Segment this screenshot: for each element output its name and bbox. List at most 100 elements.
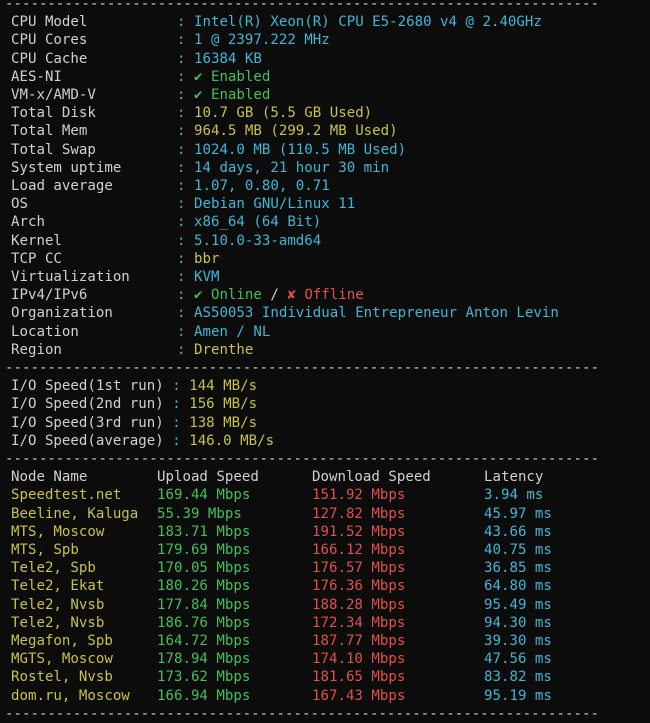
sysinfo-row: VM-x/AMD-V: ✔ Enabled xyxy=(11,86,270,104)
info-value: bbr xyxy=(193,250,220,267)
column-header: Download Speed xyxy=(312,469,431,486)
column-header: Node Name xyxy=(11,469,88,486)
colon: : xyxy=(177,105,194,122)
colon: : xyxy=(177,214,194,231)
sysinfo-row: TCP CC: bbr xyxy=(11,250,219,268)
latency: 47.56 ms xyxy=(484,651,552,668)
upload-speed: 173.62 Mbps xyxy=(157,669,251,686)
colon: : xyxy=(177,87,194,103)
info-value: 5.10.0-33-amd64 xyxy=(193,232,322,249)
download-speed: 188.28 Mbps xyxy=(312,596,406,613)
download-speed: 191.52 Mbps xyxy=(312,523,406,540)
download-speed: 181.65 Mbps xyxy=(312,669,406,686)
download-speed: 176.36 Mbps xyxy=(312,578,406,595)
io-value: 156 MB/s xyxy=(189,396,258,413)
latency: 64.80 ms xyxy=(484,578,552,595)
sysinfo-row: AES-NI: ✔ Enabled xyxy=(11,68,270,86)
info-label: Load average xyxy=(11,178,113,194)
ipv-slash: / xyxy=(261,287,288,304)
io-value: 146.0 MB/s xyxy=(189,432,275,449)
speed-row: Beeline, Kaluga 55.39 Mbps 127.82 Mbps 45.9… xyxy=(11,505,641,523)
info-label: Arch xyxy=(11,214,45,231)
info-value: 964.5 MB (299.2 MB Used) xyxy=(193,123,398,140)
separator-line: ----------------------------------------… xyxy=(5,0,599,12)
speed-row: Tele2, Nvsb 186.76 Mbps 172.34 Mbps 94.30 m… xyxy=(11,614,641,632)
separator-line: ----------------------------------------… xyxy=(5,451,599,467)
upload-speed: 169.44 Mbps xyxy=(157,487,251,504)
colon: : xyxy=(172,396,190,413)
info-value: KVM xyxy=(193,269,220,285)
node-name: Tele2, Ekat xyxy=(11,578,105,595)
upload-speed: 180.26 Mbps xyxy=(157,578,251,595)
io-speed-row: I/O Speed(3rd run) : 138 MB/s xyxy=(11,414,257,432)
colon: : xyxy=(177,250,194,267)
io-value: 144 MB/s xyxy=(189,378,258,395)
download-speed: 176.57 Mbps xyxy=(312,560,406,577)
io-label: I/O Speed(1st run) xyxy=(11,378,173,395)
info-value: AS50053 Individual Entrepreneur Anton Le… xyxy=(193,305,559,322)
info-label: CPU Cores xyxy=(11,32,88,49)
upload-speed: 183.71 Mbps xyxy=(157,523,251,540)
io-label: I/O Speed(3rd run) xyxy=(11,414,173,431)
latency: 94.30 ms xyxy=(484,614,552,631)
info-value: 1024.0 MB (110.5 MB Used) xyxy=(193,141,407,158)
io-label: I/O Speed(average) xyxy=(11,432,173,449)
upload-speed: 166.94 Mbps xyxy=(157,687,251,704)
speed-row: MTS, Moscow 183.71 Mbps 191.52 Mbps 43.66 m… xyxy=(11,523,641,541)
separator-line: ----------------------------------------… xyxy=(5,360,599,376)
speed-row: Megafon, Spb 164.72 Mbps 187.77 Mbps 39.30 … xyxy=(11,632,641,650)
info-label: Virtualization xyxy=(11,269,130,285)
info-label: VM-x/AMD-V xyxy=(11,87,96,103)
colon: : xyxy=(172,378,190,395)
download-speed: 151.92 Mbps xyxy=(312,487,406,504)
sysinfo-row: CPU Cores: 1 @ 2397.222 MHz xyxy=(11,31,330,49)
info-value: 14 days, 21 hour 30 min xyxy=(193,159,390,176)
colon: : xyxy=(177,232,194,249)
colon: : xyxy=(177,196,194,213)
speed-table-header: Node Name Upload Speed Download Speed Laten… xyxy=(11,468,641,486)
colon: : xyxy=(177,141,194,158)
colon: : xyxy=(172,414,190,431)
download-speed: 166.12 Mbps xyxy=(312,542,406,558)
node-name: Rostel, Nvsb xyxy=(11,669,113,686)
column-header: Latency xyxy=(484,469,544,486)
sysinfo-row: Arch: x86_64 (64 Bit) xyxy=(11,213,321,231)
latency: 95.19 ms xyxy=(484,687,552,704)
info-value: Amen / NL xyxy=(193,323,271,340)
sysinfo-row: OS: Debian GNU/Linux 11 xyxy=(11,195,355,213)
ipv6-status: ✘ Offline xyxy=(287,287,364,304)
latency: 36.85 ms xyxy=(484,560,552,577)
node-name: Tele2, Nvsb xyxy=(11,596,105,613)
info-value: ✔ Enabled xyxy=(193,87,271,103)
speed-row: Tele2, Spb 170.05 Mbps 176.57 Mbps 36.85 ms xyxy=(11,559,641,577)
location-row: Location: Amen / NL xyxy=(11,323,270,341)
latency: 83.82 ms xyxy=(484,669,552,686)
info-label: OS xyxy=(11,196,28,213)
colon: : xyxy=(177,305,194,322)
info-label: System uptime xyxy=(11,159,122,176)
info-label: Total Disk xyxy=(11,105,96,122)
io-speed-row: I/O Speed(1st run) : 144 MB/s xyxy=(11,377,257,395)
colon: : xyxy=(177,50,194,67)
info-label: Kernel xyxy=(11,232,62,249)
info-value: ✔ Enabled xyxy=(193,68,271,85)
download-speed: 187.77 Mbps xyxy=(312,633,406,649)
colon: : xyxy=(177,323,194,340)
colon: : xyxy=(177,68,194,85)
sysinfo-row: Virtualization: KVM xyxy=(11,268,219,286)
speed-row: Tele2, Ekat 180.26 Mbps 176.36 Mbps 64.80 m… xyxy=(11,577,641,595)
node-name: MTS, Spb xyxy=(11,542,79,558)
speed-row: Tele2, Nvsb 177.84 Mbps 188.28 Mbps 95.49 m… xyxy=(11,596,641,614)
info-label: Location xyxy=(11,323,79,340)
info-label: Organization xyxy=(11,305,113,322)
info-label: Region xyxy=(11,341,62,358)
colon: : xyxy=(177,269,194,285)
io-value: 138 MB/s xyxy=(189,414,258,431)
latency: 95.49 ms xyxy=(484,596,552,613)
colon: : xyxy=(177,32,194,49)
io-speed-row: I/O Speed(2nd run) : 156 MB/s xyxy=(11,395,257,413)
io-speed-row: I/O Speed(average) : 146.0 MB/s xyxy=(11,432,274,450)
info-label: AES-NI xyxy=(11,68,62,85)
ipv4-status: ✔ Online xyxy=(193,287,262,304)
